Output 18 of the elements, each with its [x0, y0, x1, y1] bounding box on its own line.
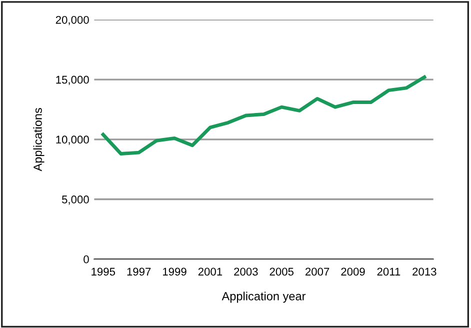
y-tick-label: 20,000: [56, 16, 89, 26]
x-tick-label: 1995: [92, 268, 116, 276]
x-tick-label: 2007: [306, 268, 330, 276]
x-tick-label: 1997: [127, 268, 151, 276]
x-tick-label: 1999: [163, 268, 186, 276]
x-tick-label: 2001: [198, 268, 222, 276]
y-tick-label: 5,000: [62, 196, 89, 205]
y-axis-title: Applications: [33, 108, 44, 172]
y-tick-label: 10,000: [56, 136, 89, 145]
y-tick-label: 15,000: [56, 76, 89, 85]
x-tick-label: 2003: [234, 268, 258, 276]
y-tick-label: 0: [84, 255, 89, 264]
x-tick-label: 2013: [412, 268, 436, 276]
x-axis-title: Application year: [222, 292, 306, 303]
x-tick-label: 2011: [377, 268, 400, 276]
x-tick-label: 2009: [341, 268, 365, 276]
x-tick-label: 2005: [270, 268, 294, 276]
line-series: [101, 75, 426, 156]
